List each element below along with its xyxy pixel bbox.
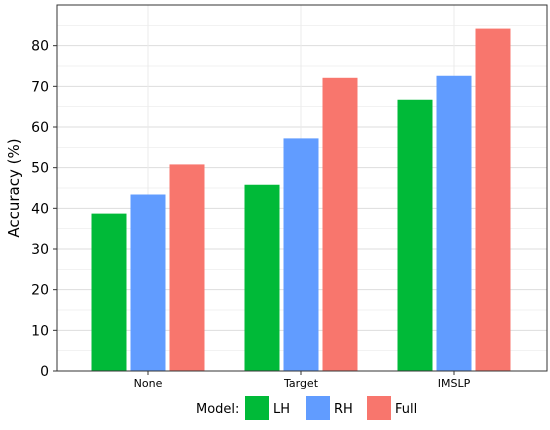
bar-full-imslp [475, 28, 511, 371]
legend-swatch-lh [245, 396, 269, 420]
y-tick-label: 60 [31, 120, 49, 136]
legend-label-full: Full [395, 402, 417, 417]
bar-lh-target [244, 184, 280, 371]
bar-full-target [322, 77, 358, 371]
bar-lh-none [91, 213, 127, 371]
legend-swatch-rh [306, 396, 330, 420]
x-tick-label: Target [283, 377, 319, 390]
bar-rh-target [283, 138, 319, 371]
legend: Model: LH RH Full [196, 396, 417, 420]
bar-rh-none [130, 194, 166, 371]
bar-rh-imslp [436, 75, 472, 371]
y-tick-label: 70 [31, 79, 49, 95]
x-tick-label: IMSLP [438, 377, 471, 390]
bars [91, 28, 511, 372]
y-tick-label: 80 [31, 39, 49, 55]
y-tick-label: 30 [31, 242, 49, 258]
y-tick-label: 40 [31, 201, 49, 217]
y-tick-label: 50 [31, 161, 49, 177]
bar-full-none [169, 164, 205, 371]
x-tick-label: None [134, 377, 163, 390]
plot-border [56, 4, 548, 372]
y-tick-label: 20 [31, 283, 49, 299]
legend-swatch-full [367, 396, 391, 420]
y-tick-label: 10 [31, 323, 49, 339]
legend-label-rh: RH [334, 402, 353, 417]
legend-label-lh: LH [273, 402, 290, 417]
axes: 0 10 20 30 40 50 60 70 80 None Target IMSLP [31, 39, 470, 390]
y-tick-label: 0 [40, 364, 49, 380]
legend-title: Model: [196, 402, 239, 417]
bar-lh-imslp [397, 99, 433, 372]
y-axis-label: Accuracy (%) [5, 138, 23, 237]
